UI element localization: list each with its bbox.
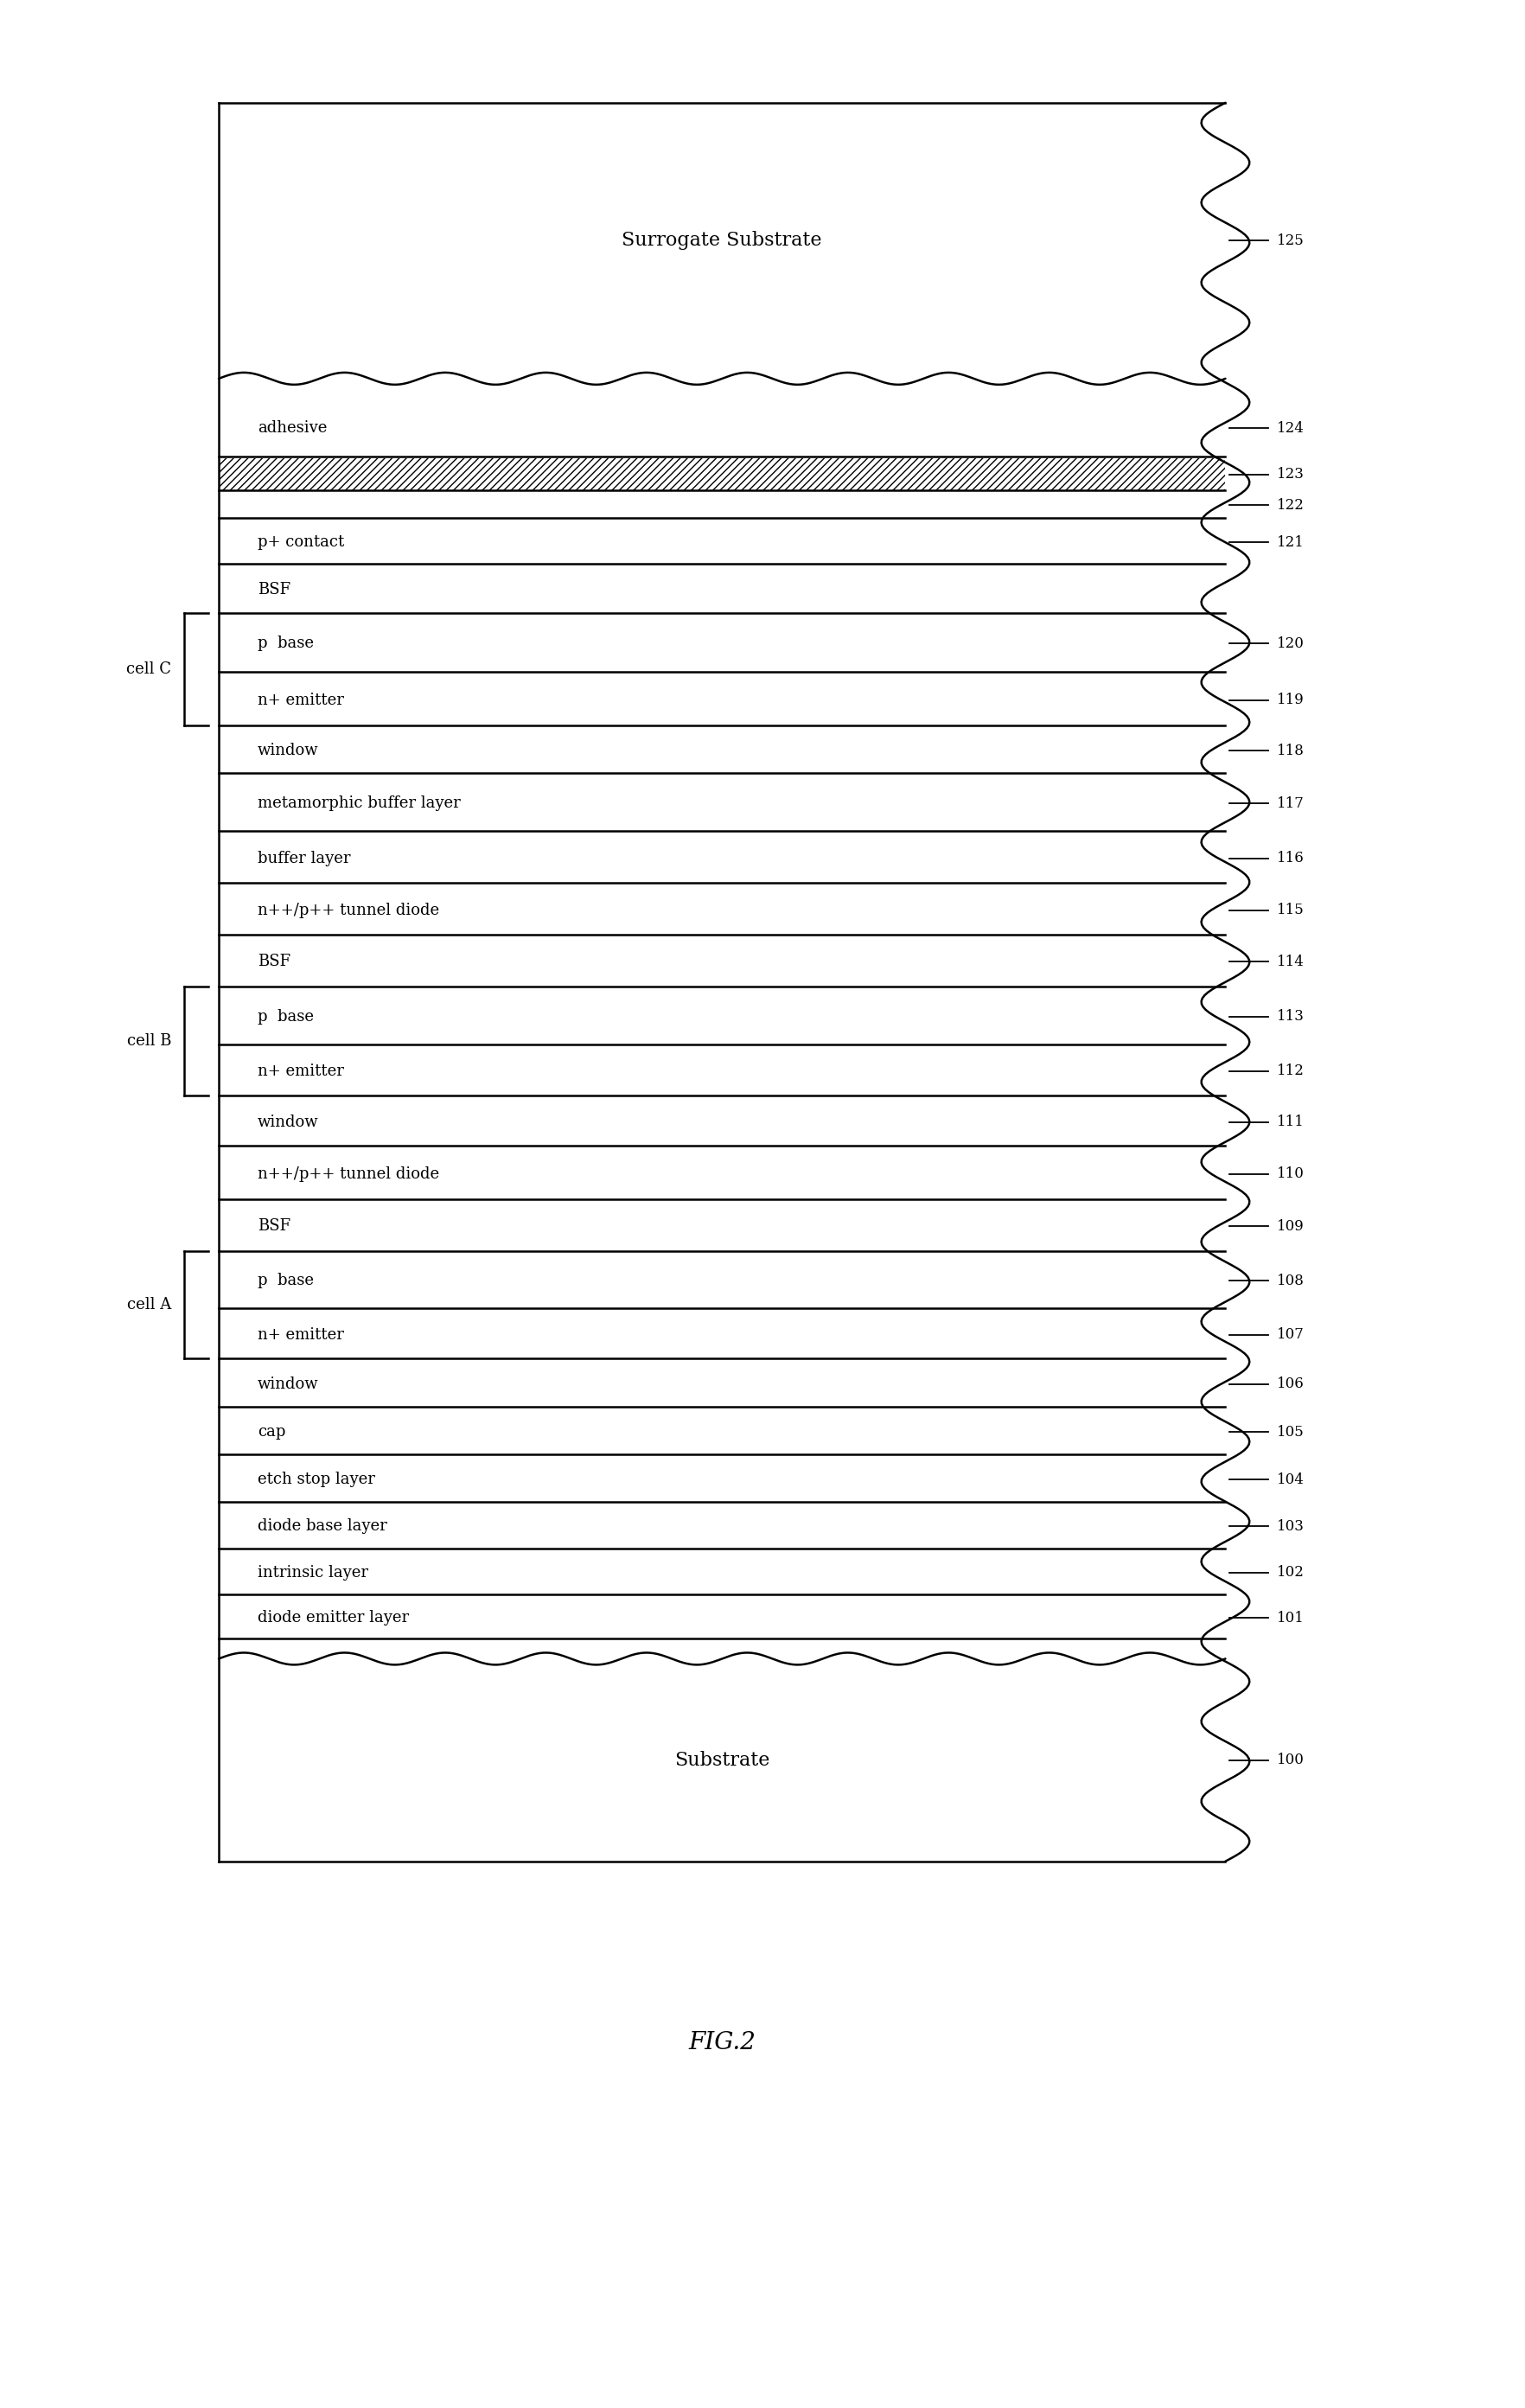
Text: 105: 105: [1276, 1426, 1304, 1440]
Text: 119: 119: [1276, 694, 1304, 708]
Text: p  base: p base: [258, 636, 314, 653]
Text: 114: 114: [1276, 954, 1304, 968]
Text: 115: 115: [1276, 903, 1304, 917]
Text: 124: 124: [1276, 421, 1304, 436]
Text: n+ emitter: n+ emitter: [258, 694, 343, 708]
Text: 102: 102: [1276, 1565, 1304, 1580]
Text: 118: 118: [1276, 744, 1304, 759]
Text: cap: cap: [258, 1423, 285, 1440]
Text: 123: 123: [1276, 467, 1304, 482]
Text: cell C: cell C: [127, 662, 171, 677]
Text: BSF: BSF: [258, 954, 290, 970]
Text: cell A: cell A: [127, 1298, 171, 1312]
Text: 113: 113: [1276, 1009, 1304, 1023]
Text: n++/p++ tunnel diode: n++/p++ tunnel diode: [258, 1165, 439, 1182]
Text: metamorphic buffer layer: metamorphic buffer layer: [258, 795, 461, 811]
Text: p+ contact: p+ contact: [258, 535, 345, 549]
Text: 107: 107: [1276, 1327, 1304, 1341]
Text: 116: 116: [1276, 850, 1304, 864]
Text: 106: 106: [1276, 1377, 1304, 1392]
Text: p  base: p base: [258, 1009, 314, 1023]
Text: buffer layer: buffer layer: [258, 850, 351, 867]
Text: window: window: [258, 1115, 319, 1129]
Text: p  base: p base: [258, 1274, 314, 1288]
Text: cell B: cell B: [127, 1033, 171, 1050]
Text: 120: 120: [1276, 636, 1304, 650]
Text: 109: 109: [1276, 1218, 1304, 1233]
Text: 112: 112: [1276, 1064, 1304, 1079]
Text: window: window: [258, 1377, 319, 1392]
Bar: [218, 458, 1226, 491]
Text: 101: 101: [1276, 1611, 1304, 1625]
Text: BSF: BSF: [258, 1218, 290, 1235]
Text: n+ emitter: n+ emitter: [258, 1327, 343, 1341]
Text: intrinsic layer: intrinsic layer: [258, 1565, 368, 1580]
Text: Substrate: Substrate: [674, 1751, 770, 1770]
Text: adhesive: adhesive: [258, 421, 326, 436]
Text: diode base layer: diode base layer: [258, 1519, 387, 1534]
Text: 122: 122: [1276, 498, 1304, 513]
Text: 103: 103: [1276, 1519, 1304, 1534]
Text: n++/p++ tunnel diode: n++/p++ tunnel diode: [258, 903, 439, 917]
Text: Surrogate Substrate: Surrogate Substrate: [622, 231, 822, 250]
Text: diode emitter layer: diode emitter layer: [258, 1611, 409, 1625]
Text: n+ emitter: n+ emitter: [258, 1064, 343, 1079]
Text: 110: 110: [1276, 1165, 1304, 1182]
Text: FIG.2: FIG.2: [688, 2030, 756, 2054]
Text: 108: 108: [1276, 1274, 1304, 1288]
Text: 117: 117: [1276, 797, 1304, 811]
Text: 100: 100: [1276, 1753, 1304, 1767]
Text: 104: 104: [1276, 1471, 1304, 1486]
Text: 125: 125: [1276, 234, 1304, 248]
Text: etch stop layer: etch stop layer: [258, 1471, 375, 1488]
Text: window: window: [258, 742, 319, 759]
Text: 121: 121: [1276, 535, 1304, 549]
Text: 111: 111: [1276, 1115, 1304, 1129]
Text: BSF: BSF: [258, 583, 290, 597]
